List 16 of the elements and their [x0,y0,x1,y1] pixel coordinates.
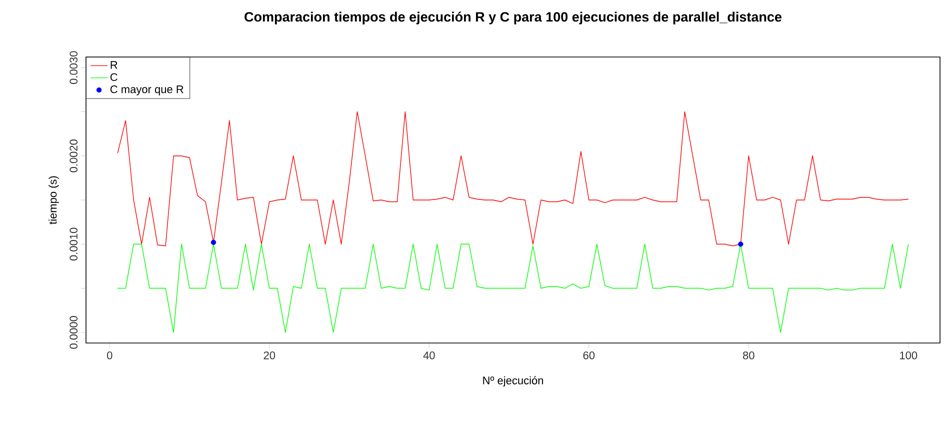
x-tick-label: 20 [264,352,276,360]
x-tick-label: 0 [107,352,112,360]
y-tick-label: 0.0020 [70,139,78,172]
y-axis-title: tiempo (s) [48,176,59,224]
y-tick-label: 0.0030 [70,51,78,84]
x-tick-label: 100 [900,352,918,360]
x-tick-label: 60 [583,352,595,360]
legend-label: R [110,61,118,69]
y-tick-label: 0.0010 [70,228,78,261]
x-tick-label: 40 [423,352,435,360]
legend-label: C [110,73,118,82]
y-tick-label: 0.0000 [70,316,78,349]
legend-label: C mayor que R [110,85,184,96]
chart-title: Comparacion tiempos de ejecución R y C para 100 ejecuciones de parallel_distance [244,12,782,24]
x-tick-label: 80 [743,352,754,360]
x-axis-title: Nº ejecución [483,376,544,387]
